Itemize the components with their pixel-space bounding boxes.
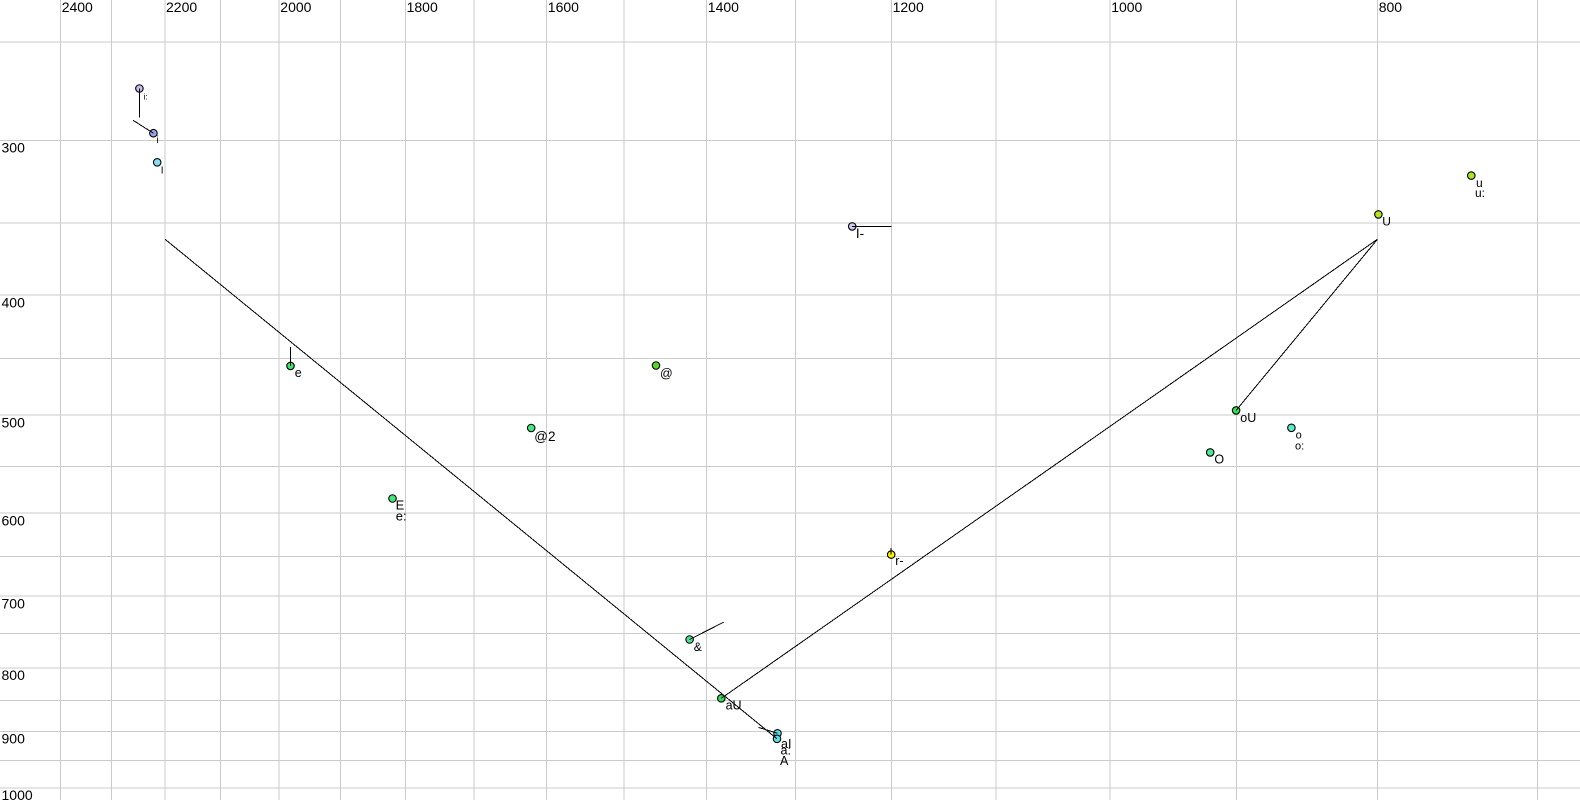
svg-text:300: 300 xyxy=(2,140,26,156)
svg-text:1400: 1400 xyxy=(708,0,739,15)
svg-text:u: u xyxy=(1476,176,1483,190)
svg-text:1600: 1600 xyxy=(548,0,579,15)
svg-text:700: 700 xyxy=(2,595,26,611)
svg-text:e:: e: xyxy=(396,509,407,524)
svg-text:800: 800 xyxy=(2,667,26,683)
svg-text:1000: 1000 xyxy=(1111,0,1142,15)
svg-text:E: E xyxy=(396,498,405,513)
svg-text:2200: 2200 xyxy=(166,0,197,15)
svg-text:oU: oU xyxy=(1240,411,1256,425)
svg-text:I: I xyxy=(161,165,164,176)
svg-text:I-: I- xyxy=(856,226,864,241)
svg-text:@2: @2 xyxy=(534,429,555,444)
svg-text:1200: 1200 xyxy=(893,0,924,15)
svg-text:u:: u: xyxy=(1475,186,1485,200)
svg-text:i: i xyxy=(157,135,159,146)
svg-text:900: 900 xyxy=(2,731,26,747)
svg-text:@: @ xyxy=(660,367,673,381)
svg-text:2400: 2400 xyxy=(62,0,93,15)
svg-text:aU: aU xyxy=(726,699,742,713)
svg-text:a:: a: xyxy=(781,743,791,757)
svg-text:1000: 1000 xyxy=(2,787,33,800)
svg-text:2000: 2000 xyxy=(280,0,311,15)
svg-text:o:: o: xyxy=(1295,441,1304,453)
svg-text:1800: 1800 xyxy=(407,0,438,15)
svg-text:o: o xyxy=(1296,430,1302,442)
svg-text:400: 400 xyxy=(2,294,26,310)
svg-text:800: 800 xyxy=(1379,0,1403,15)
svg-text:500: 500 xyxy=(2,414,26,430)
svg-text:e: e xyxy=(295,366,302,380)
svg-text:600: 600 xyxy=(2,512,26,528)
svg-text:O: O xyxy=(1214,453,1224,467)
svg-text:r-: r- xyxy=(895,554,903,568)
svg-text:U: U xyxy=(1382,215,1391,229)
svg-text:aI: aI xyxy=(781,737,791,751)
svg-text:i:: i: xyxy=(144,91,148,101)
svg-text:A: A xyxy=(780,754,789,768)
svg-text:&: & xyxy=(694,640,702,654)
